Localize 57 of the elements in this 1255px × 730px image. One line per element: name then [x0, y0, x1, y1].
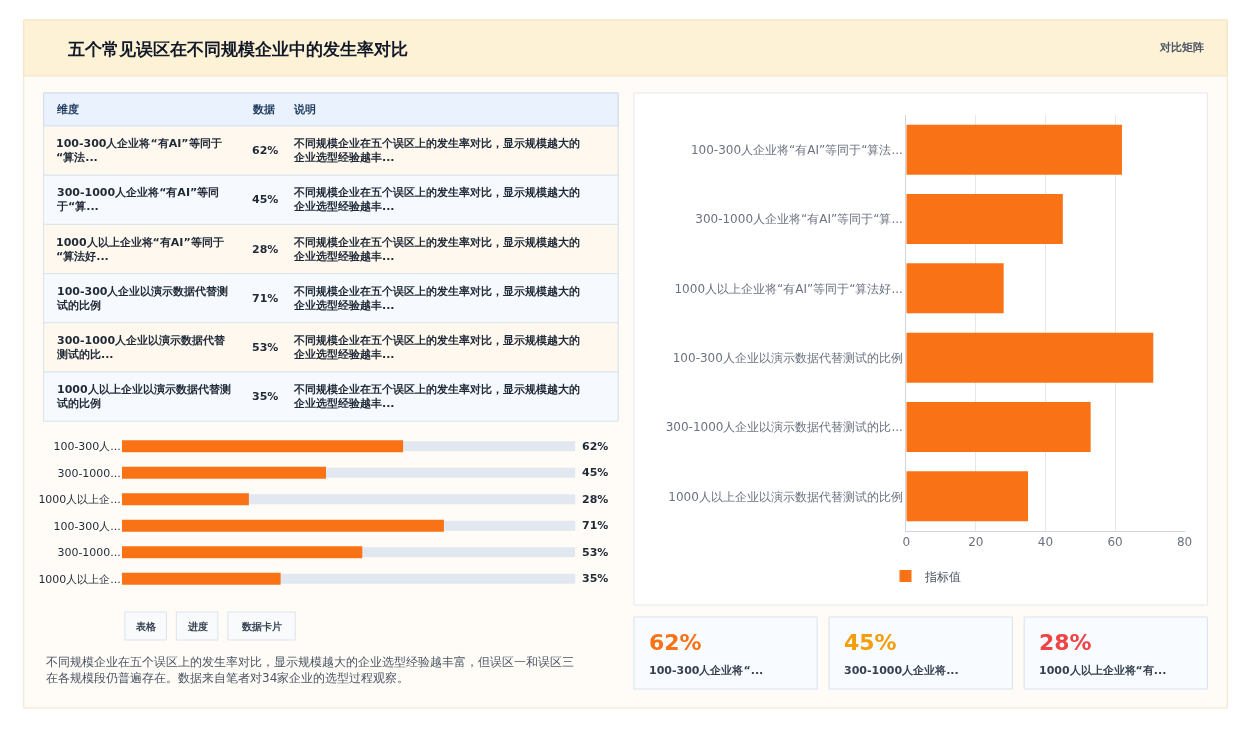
y-tick-label: 100-300人... [53, 440, 121, 454]
y-tick-label: 1000人以上企... [38, 572, 121, 586]
text: 不同规模企业在五个误区上的发生率对比，显示规模越大的企业选型经验越丰富，但误区一和误区三在各规模段仍普遍存在。数据来自笔者对34家企业的选型过程观察。 [46, 655, 574, 685]
y-tick-label: 100-300人企业将“有AI”等同于“算法... [690, 142, 903, 157]
data-label: 45% [582, 466, 609, 479]
text: 不同规模企业在五个误区上的发生率对比，显示规模越大的企业选型经验越丰... [293, 285, 580, 313]
data-label: 35% [582, 572, 609, 585]
y-tick-label: 1000人以上企业将“有AI”等同于“算法好... [674, 281, 903, 296]
bar [906, 332, 1154, 383]
x-tick-label: 0 [902, 535, 911, 550]
data-label: 28% [582, 493, 609, 506]
text: 说明 [293, 103, 316, 116]
legend-label: 指标值 [924, 569, 962, 584]
text: 数据 [252, 103, 275, 116]
text: 28% [252, 243, 279, 256]
text: 62% [252, 144, 279, 157]
text: 300-1000人企业将... [844, 664, 959, 677]
text: 28% [1039, 630, 1092, 655]
bar [906, 402, 1091, 452]
text: 71% [252, 292, 279, 305]
text: 表格 [135, 621, 157, 632]
y-tick-label: 1000人以上企业以演示数据代替测试的比例 [668, 489, 903, 504]
text: 不同规模企业在五个误区上的发生率对比，显示规模越大的企业选型经验越丰... [293, 137, 580, 165]
text: 不同规模企业在五个误区上的发生率对比，显示规模越大的企业选型经验越丰... [293, 236, 580, 264]
text: 对比矩阵 [1159, 41, 1204, 54]
bar [906, 263, 1004, 314]
y-tick-label: 100-300人... [53, 519, 121, 533]
text: 数据卡片 [241, 621, 282, 632]
text: 35% [252, 390, 279, 403]
text: 进度 [187, 621, 208, 632]
text: 100-300人企业将“... [649, 664, 764, 677]
text: 五个常见误区在不同规模企业中的发生率对比 [67, 39, 408, 59]
y-tick-label: 300-1000人企业将“有AI”等同于“算... [695, 212, 903, 227]
text: 不同规模企业在五个误区上的发生率对比，显示规模越大的企业选型经验越丰... [293, 383, 580, 411]
data-label: 62% [582, 440, 609, 453]
text: 不同规模企业在五个误区上的发生率对比，显示规模越大的企业选型经验越丰... [293, 334, 580, 362]
bar [906, 194, 1063, 244]
x-tick-label: 20 [968, 535, 984, 550]
data-label: 71% [582, 519, 609, 532]
text: 不同规模企业在五个误区上的发生率对比，显示规模越大的企业选型经验越丰... [293, 186, 580, 214]
x-tick-label: 40 [1037, 535, 1054, 550]
y-tick-label: 100-300人企业以演示数据代替测试的比例 [672, 350, 903, 365]
text: 1000人以上企业将“有... [1039, 664, 1167, 677]
text: 53% [252, 341, 279, 354]
bar [906, 471, 1029, 522]
y-tick-label: 300-1000... [57, 546, 121, 560]
data-label: 53% [582, 546, 609, 559]
y-tick-label: 1000人以上企... [38, 493, 121, 507]
text: 45% [252, 193, 279, 206]
text: 62% [649, 630, 702, 655]
y-tick-label: 300-1000人企业以演示数据代替测试的比... [665, 420, 903, 435]
x-tick-label: 60 [1107, 535, 1123, 550]
bar [906, 124, 1122, 175]
text: 45% [844, 630, 897, 655]
x-tick-label: 80 [1176, 535, 1193, 550]
y-tick-label: 300-1000... [57, 466, 121, 480]
text: 维度 [56, 103, 79, 116]
